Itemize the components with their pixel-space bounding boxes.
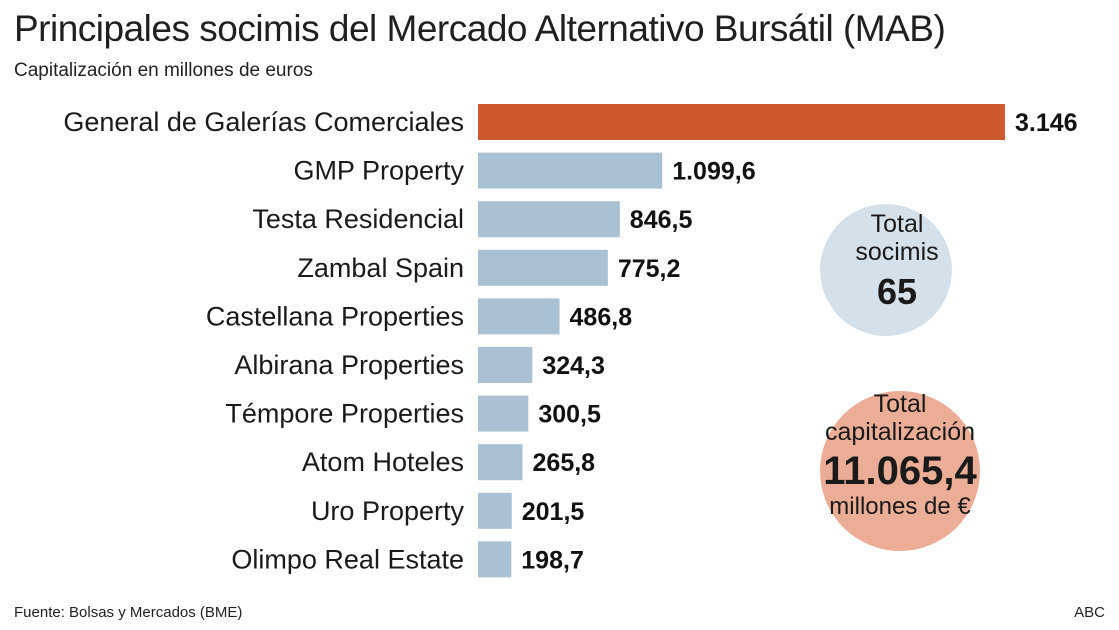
bar (478, 298, 560, 335)
category-label: General de Galerías Comerciales (63, 107, 464, 137)
total-socimis-label-2: socimis (855, 238, 939, 266)
data-label: 201,5 (522, 498, 585, 526)
source-note: Fuente: Bolsas y Mercados (BME) (14, 604, 243, 621)
credit-logo-text: ABC (1074, 604, 1105, 621)
total-cap-unit: millones de € (829, 493, 971, 520)
total-cap-value: 11.065,4 (823, 449, 977, 493)
total-cap-label-2: capitalización (824, 418, 976, 446)
chart-title: Principales socimis del Mercado Alternat… (14, 8, 946, 49)
total-socimis-label-1: Total (870, 210, 924, 238)
data-label: 1.099,6 (672, 158, 755, 186)
data-label: 846,5 (630, 206, 693, 234)
category-label: Zambal Spain (297, 253, 464, 283)
bars-group: General de Galerías Comerciales 3.146 GMP … (63, 104, 1078, 578)
data-label: 486,8 (570, 303, 633, 331)
category-label: Témpore Properties (225, 399, 464, 429)
data-label: 775,2 (618, 255, 681, 283)
total-socimis-value: 65 (876, 271, 918, 312)
bar (478, 104, 1005, 140)
bar (478, 395, 529, 432)
category-label: GMP Property (293, 156, 464, 186)
bar (478, 152, 663, 189)
category-label: Uro Property (311, 496, 465, 526)
total-capitalization-circle (820, 391, 980, 551)
bar (478, 347, 533, 383)
bar (478, 444, 523, 481)
bar (478, 249, 608, 286)
data-label: 265,8 (533, 449, 596, 477)
data-label: 3.146 (1015, 109, 1078, 137)
category-label: Castellana Properties (206, 301, 464, 331)
category-label: Olimpo Real Estate (231, 544, 464, 574)
category-label: Testa Residencial (252, 204, 464, 234)
category-label: Albirana Properties (234, 350, 464, 380)
total-capitalization-callout: Total capitalización 11.065,4 millones d… (795, 390, 1005, 520)
bar (478, 201, 620, 238)
total-socimis-callout: Total socimis 65 (822, 210, 972, 314)
data-label: 324,3 (542, 352, 605, 380)
category-label: Atom Hoteles (302, 447, 464, 477)
total-cap-label-1: Total (873, 390, 927, 418)
data-label: 300,5 (538, 401, 601, 429)
total-socimis-circle (820, 204, 952, 336)
bar (478, 541, 512, 578)
data-label: 198,7 (521, 546, 584, 574)
chart-subtitle: Capitalización en millones de euros (14, 60, 313, 81)
bar (478, 492, 512, 529)
